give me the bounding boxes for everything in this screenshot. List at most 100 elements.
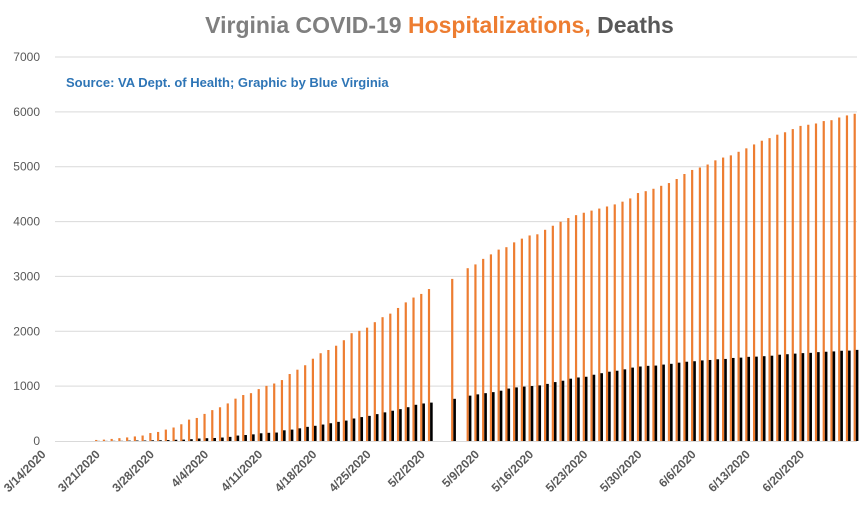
deaths-bar <box>770 355 774 441</box>
deaths-bar <box>314 425 317 441</box>
deaths-bar <box>801 353 805 441</box>
hospitalizations-bar <box>574 215 578 441</box>
deaths-bar <box>259 433 263 441</box>
hospitalizations-bar <box>776 134 779 441</box>
deaths-bar <box>646 365 650 441</box>
deaths-bar <box>615 370 619 441</box>
hospitalizations-bar <box>652 188 655 441</box>
hospitalizations-bar <box>729 155 732 441</box>
deaths-bar <box>592 374 596 441</box>
y-tick-label: 6000 <box>13 105 40 119</box>
hospitalizations-bar <box>187 419 191 441</box>
chart-title-hospitalizations: Hospitalizations, <box>407 12 591 38</box>
deaths-bar <box>321 424 325 441</box>
hospitalizations-bar <box>768 138 771 441</box>
hospitalizations-bar <box>760 140 763 441</box>
hospitalizations-bar <box>164 429 167 441</box>
deaths-bar <box>631 367 634 441</box>
hospitalizations-bar <box>396 307 400 441</box>
x-tick-label: 5/16/2020 <box>489 447 537 495</box>
hospitalizations-bar <box>853 113 856 441</box>
y-tick-label: 4000 <box>13 215 40 229</box>
deaths-bar <box>406 407 410 441</box>
hospitalizations-bar <box>427 289 431 441</box>
hospitalizations-bar <box>389 313 392 441</box>
hospitalizations-bar <box>381 317 384 441</box>
x-tick-label: 4/25/2020 <box>326 447 374 495</box>
hospitalizations-bar <box>373 322 376 441</box>
deaths-bar <box>677 362 681 441</box>
chart-title-virginia: Virginia COVID-19 <box>205 12 408 38</box>
deaths-bar <box>778 354 781 441</box>
deaths-bar <box>399 409 402 441</box>
x-tick-label: 6/20/2020 <box>759 447 807 495</box>
hospitalizations-bar <box>505 247 508 441</box>
hospitalizations-bar <box>358 330 361 441</box>
hospitalizations-bar <box>118 438 121 441</box>
deaths-bar <box>197 438 201 441</box>
x-tick-label: 6/6/2020 <box>656 447 699 490</box>
hospitalizations-bar <box>559 221 562 441</box>
deaths-bar <box>817 352 820 441</box>
x-tick-label: 4/4/2020 <box>168 447 211 490</box>
hospitalizations-bar <box>180 424 183 441</box>
hospitalizations-bar <box>335 345 338 441</box>
hospitalizations-bar <box>249 393 253 441</box>
hospitalizations-bar <box>814 123 818 442</box>
deaths-bar <box>716 359 720 441</box>
hospitalizations-bar <box>714 160 717 441</box>
hospitalizations-bar <box>544 229 547 441</box>
chart-title-deaths: Deaths <box>590 12 674 38</box>
deaths-bar <box>577 377 580 441</box>
deaths-bar <box>151 440 155 441</box>
hospitalizations-bar <box>489 254 493 441</box>
hospitalizations-bar <box>497 249 500 441</box>
hospitalizations-bar <box>675 179 678 441</box>
hospitalizations-bar <box>698 167 701 441</box>
deaths-bar <box>654 365 658 441</box>
hospitalizations-bar <box>211 410 214 441</box>
hospitalizations-bar <box>598 208 601 441</box>
hospitalizations-bar <box>822 121 825 441</box>
hospitalizations-bar <box>791 129 794 442</box>
chart-title: Virginia COVID-19 Hospitalizations, Deat… <box>0 12 867 39</box>
hospitalizations-bar <box>172 427 175 441</box>
deaths-bar <box>530 386 534 441</box>
hospitalizations-bar <box>636 193 640 441</box>
deaths-bar <box>360 417 364 441</box>
deaths-bar <box>546 383 549 441</box>
hospitalizations-bar <box>528 235 531 441</box>
deaths-bar <box>522 386 526 441</box>
deaths-bar <box>670 363 673 441</box>
deaths-bar <box>453 398 456 441</box>
deaths-bar <box>159 440 162 441</box>
hospitalizations-bar <box>621 201 624 441</box>
hospitalizations-bar <box>520 238 523 441</box>
hospitalizations-bar <box>265 385 268 441</box>
deaths-bar <box>174 439 178 441</box>
x-tick-label: 6/13/2020 <box>705 447 753 495</box>
deaths-bar <box>337 421 340 441</box>
hospitalizations-bar <box>95 439 98 441</box>
deaths-bar <box>561 380 565 441</box>
hospitalizations-bar <box>830 120 833 441</box>
hospitalizations-bar <box>567 218 570 441</box>
deaths-bar <box>391 410 394 441</box>
source-note: Source: VA Dept. of Health; Graphic by B… <box>66 75 389 90</box>
deaths-bar <box>484 393 487 441</box>
hospitalizations-bar <box>342 340 345 441</box>
x-tick-label: 5/30/2020 <box>597 447 645 495</box>
hospitalizations-bar <box>218 407 222 441</box>
hospitalizations-bar <box>752 144 756 441</box>
hospitalizations-bar <box>613 204 616 441</box>
y-tick-label: 1000 <box>13 379 40 393</box>
x-tick-label: 4/18/2020 <box>272 447 320 495</box>
hospitalizations-bar <box>157 431 160 441</box>
y-tick-label: 3000 <box>13 269 40 283</box>
deaths-bar <box>623 369 627 441</box>
deaths-bar <box>608 371 611 441</box>
deaths-bar <box>553 382 557 441</box>
deaths-bar <box>252 434 255 441</box>
x-tick-label: 4/11/2020 <box>218 447 265 494</box>
hospitalizations-bar <box>466 268 469 441</box>
